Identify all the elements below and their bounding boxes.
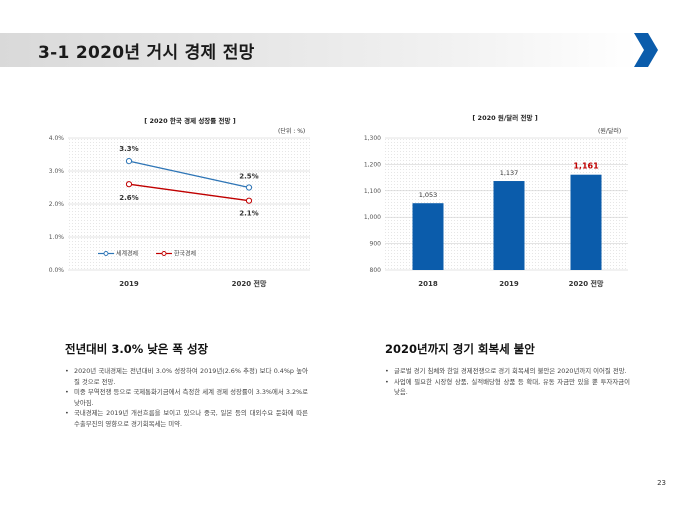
page-number: 23: [657, 479, 666, 487]
data-label: 2.5%: [239, 173, 258, 181]
bar: [571, 175, 602, 270]
data-label: 2.1%: [239, 210, 258, 218]
data-point: [126, 182, 131, 187]
bar: [413, 203, 444, 270]
legend-marker: [104, 252, 108, 256]
chevron-right-icon: [628, 33, 662, 67]
list-item: 글로벌 경기 침체와 한일 경제전쟁으로 경기 회복세의 불안은 2020년까지…: [384, 366, 630, 377]
bar: [494, 181, 525, 270]
legend-label: 세계경제: [116, 250, 138, 258]
chevron-shape: [634, 33, 658, 67]
growth-line-chart: 0.0% 1.0% 2.0% 3.0% 4.0% 2019 2020 전망 3.3% 2.5% 2…: [30, 130, 320, 290]
data-label: 2.6%: [119, 194, 138, 202]
y-tick-label: 1,200: [364, 161, 381, 168]
data-label: 1,137: [500, 169, 519, 177]
left-bullet-list: 2020년 국내경제는 전년대비 3.0% 성장하여 2019년(2.6% 추정…: [64, 366, 308, 430]
y-tick-label: 800: [370, 267, 382, 274]
x-tick-label: 2020 전망: [569, 279, 604, 288]
x-tick-label: 2020 전망: [232, 279, 267, 288]
page-title: 3-1 2020년 거시 경제 전망: [38, 38, 255, 63]
list-item: 미중 무역전쟁 등으로 국제통화기금에서 측정한 세계 경제 성장률이 3.3%…: [64, 387, 308, 408]
data-label: 1,053: [419, 191, 438, 199]
y-tick-label: 4.0%: [49, 135, 65, 142]
y-tick-label: 0.0%: [49, 267, 65, 274]
data-point: [126, 159, 131, 164]
growth-chart-title: [ 2020 한국 경제 성장률 전망 ]: [90, 115, 290, 125]
fx-bar-chart: 800 900 1,000 1,100 1,200 1,300 1,053 2018 1,137…: [355, 130, 635, 290]
data-point: [246, 185, 251, 190]
legend-marker: [162, 252, 166, 256]
y-tick-label: 1.0%: [49, 234, 65, 241]
x-tick-label: 2018: [418, 280, 438, 288]
y-tick-label: 2.0%: [49, 201, 65, 208]
list-item: 사업에 필요한 시장형 상품, 실적배당형 상품 등 확대, 유동 자금만 있을…: [384, 377, 630, 398]
data-label: 3.3%: [119, 145, 138, 153]
y-tick-label: 900: [370, 241, 382, 248]
list-item: 국내경제는 2019년 개선흐름을 보이고 있으나 중국, 일본 등의 대외수요…: [64, 408, 308, 429]
x-tick-label: 2019: [119, 280, 139, 288]
y-tick-label: 1,000: [364, 214, 381, 221]
data-label: 1,161: [573, 162, 599, 171]
right-section-heading: 2020년까지 경기 회복세 불안: [385, 341, 535, 357]
left-section-heading: 전년대비 3.0% 낮은 폭 성장: [65, 341, 208, 357]
list-item: 2020년 국내경제는 전년대비 3.0% 성장하여 2019년(2.6% 추정…: [64, 366, 308, 387]
fx-chart-title: [ 2020 원/달러 전망 ]: [405, 112, 605, 122]
y-tick-label: 1,100: [364, 188, 381, 195]
right-bullet-list: 글로벌 경기 침체와 한일 경제전쟁으로 경기 회복세의 불안은 2020년까지…: [384, 366, 630, 398]
data-point: [246, 198, 251, 203]
y-tick-label: 1,300: [364, 135, 381, 142]
x-tick-label: 2019: [499, 280, 519, 288]
y-tick-label: 3.0%: [49, 168, 65, 175]
legend-label: 한국경제: [174, 250, 196, 258]
